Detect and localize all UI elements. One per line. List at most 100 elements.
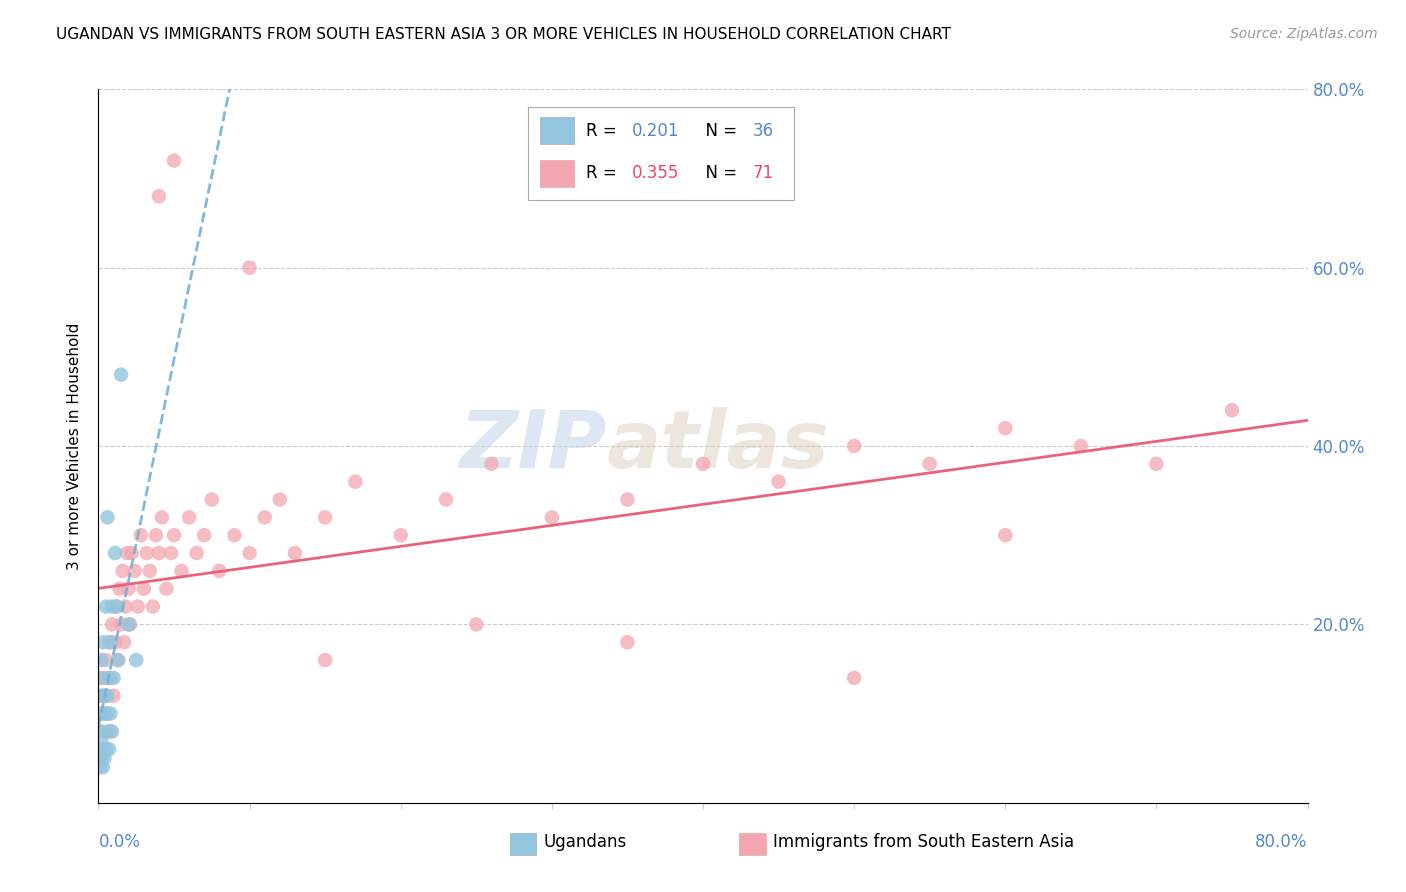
Point bbox=[994, 421, 1017, 435]
Point bbox=[94, 653, 117, 667]
Point bbox=[93, 689, 115, 703]
Point bbox=[110, 617, 132, 632]
Point bbox=[139, 564, 162, 578]
Point bbox=[104, 635, 127, 649]
Point bbox=[121, 546, 143, 560]
Text: 0.355: 0.355 bbox=[631, 164, 679, 182]
Point bbox=[768, 475, 790, 489]
Text: Immigrants from South Eastern Asia: Immigrants from South Eastern Asia bbox=[773, 833, 1074, 851]
Text: atlas: atlas bbox=[606, 407, 830, 485]
Point bbox=[186, 546, 208, 560]
Point bbox=[844, 671, 866, 685]
Point bbox=[87, 742, 110, 756]
Point bbox=[160, 546, 183, 560]
Point bbox=[104, 546, 127, 560]
Point bbox=[101, 617, 124, 632]
Point bbox=[90, 653, 112, 667]
Point bbox=[89, 671, 111, 685]
Point bbox=[101, 599, 124, 614]
Point bbox=[103, 671, 125, 685]
Bar bbox=[509, 833, 536, 855]
Point bbox=[616, 492, 638, 507]
Point bbox=[91, 760, 114, 774]
Point bbox=[389, 528, 412, 542]
Point bbox=[253, 510, 276, 524]
Point bbox=[616, 635, 638, 649]
Text: 0.201: 0.201 bbox=[631, 121, 679, 139]
Point bbox=[89, 706, 111, 721]
Point bbox=[87, 724, 110, 739]
Point bbox=[1220, 403, 1243, 417]
Point bbox=[124, 564, 146, 578]
Text: R =: R = bbox=[586, 121, 621, 139]
Point bbox=[93, 671, 115, 685]
Point bbox=[87, 689, 110, 703]
FancyBboxPatch shape bbox=[527, 107, 793, 200]
Text: 0.0%: 0.0% bbox=[98, 833, 141, 851]
Point bbox=[110, 368, 132, 382]
Point bbox=[114, 599, 136, 614]
Point bbox=[91, 706, 114, 721]
Point bbox=[127, 599, 149, 614]
Point bbox=[179, 510, 201, 524]
Point bbox=[94, 599, 117, 614]
Point bbox=[90, 724, 112, 739]
Point bbox=[208, 564, 231, 578]
Text: R =: R = bbox=[586, 164, 621, 182]
Text: Ugandans: Ugandans bbox=[543, 833, 627, 851]
Point bbox=[98, 671, 121, 685]
Text: 80.0%: 80.0% bbox=[1256, 833, 1308, 851]
Point bbox=[100, 706, 122, 721]
Bar bbox=[540, 117, 574, 145]
Point bbox=[96, 689, 118, 703]
Point bbox=[100, 724, 122, 739]
Point bbox=[135, 546, 157, 560]
Point bbox=[108, 582, 131, 596]
Point bbox=[105, 599, 128, 614]
Point bbox=[100, 671, 122, 685]
Point bbox=[314, 653, 336, 667]
Point bbox=[224, 528, 246, 542]
Text: N =: N = bbox=[695, 164, 742, 182]
Point bbox=[844, 439, 866, 453]
Y-axis label: 3 or more Vehicles in Household: 3 or more Vehicles in Household bbox=[67, 322, 83, 570]
Point bbox=[118, 617, 141, 632]
Point bbox=[481, 457, 503, 471]
Point bbox=[90, 689, 112, 703]
Point bbox=[193, 528, 215, 542]
Point bbox=[239, 546, 262, 560]
Point bbox=[96, 724, 118, 739]
Point bbox=[148, 546, 170, 560]
Point bbox=[93, 751, 115, 765]
Point bbox=[89, 742, 111, 756]
Point bbox=[155, 582, 177, 596]
Point bbox=[201, 492, 224, 507]
Point bbox=[148, 189, 170, 203]
Point bbox=[284, 546, 307, 560]
Point bbox=[125, 653, 148, 667]
Point bbox=[120, 617, 142, 632]
Point bbox=[118, 582, 141, 596]
Point bbox=[239, 260, 262, 275]
Point bbox=[465, 617, 488, 632]
Point bbox=[96, 706, 118, 721]
Bar bbox=[540, 160, 574, 187]
Point bbox=[91, 689, 114, 703]
Point bbox=[142, 599, 165, 614]
Point bbox=[105, 599, 128, 614]
Point bbox=[1144, 457, 1167, 471]
Point bbox=[94, 706, 117, 721]
Point bbox=[91, 742, 114, 756]
Point bbox=[89, 706, 111, 721]
Point bbox=[103, 689, 125, 703]
Point bbox=[150, 510, 173, 524]
Point bbox=[314, 510, 336, 524]
Point bbox=[96, 510, 118, 524]
Text: N =: N = bbox=[695, 121, 742, 139]
Point bbox=[107, 653, 129, 667]
Point bbox=[87, 751, 110, 765]
Point bbox=[112, 635, 135, 649]
Point bbox=[918, 457, 941, 471]
Point bbox=[111, 564, 134, 578]
Text: Source: ZipAtlas.com: Source: ZipAtlas.com bbox=[1230, 27, 1378, 41]
